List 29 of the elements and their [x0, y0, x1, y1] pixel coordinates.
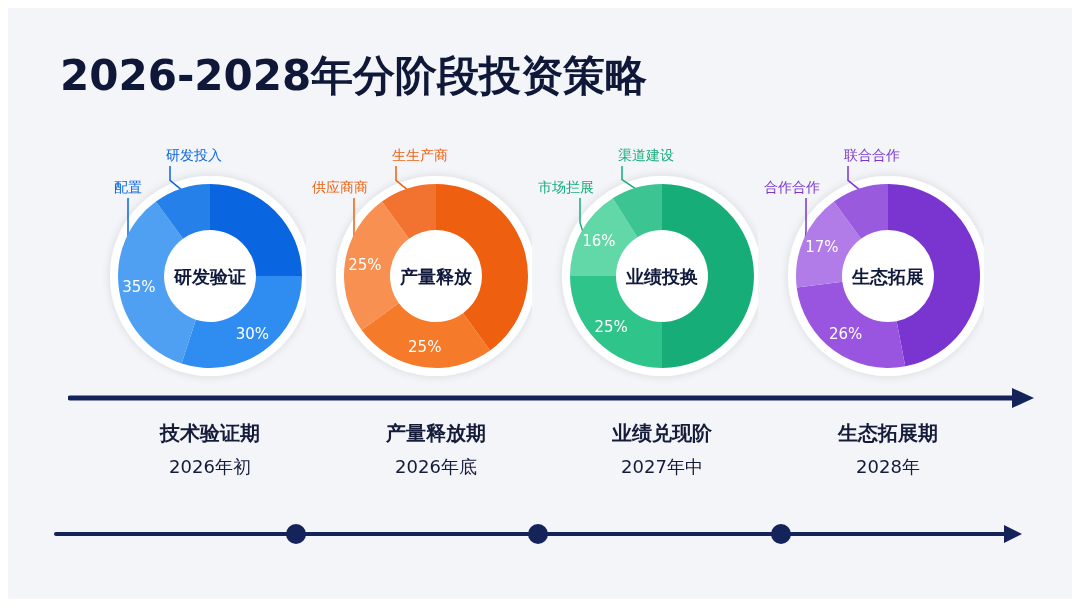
text: 研发验证 — [173, 265, 246, 287]
text: 2027年中 — [621, 455, 703, 477]
data-label: 16% — [582, 232, 616, 251]
slice-label: 市场拦展 — [538, 179, 594, 195]
text: 产量释放期 — [385, 421, 486, 445]
text: 生态拓展 — [851, 265, 924, 287]
text: 业绩投换 — [625, 265, 698, 287]
text: 业绩兑现阶 — [611, 421, 713, 445]
chart-title: 2026-2028年分阶段投资策略 — [60, 50, 648, 102]
text: 技术验证期 — [159, 421, 260, 445]
slice-label: 联合合作 — [844, 147, 900, 163]
data-label: 30% — [235, 325, 269, 344]
text: 产量释放 — [399, 265, 473, 287]
data-label: 25% — [348, 255, 382, 274]
data-label: 25% — [594, 317, 628, 336]
data-label: 35% — [122, 278, 156, 297]
slice-label: 渠道建设 — [618, 147, 674, 163]
text: 2026年初 — [169, 455, 251, 477]
slice-label: 合作合作 — [764, 179, 820, 195]
text: 2028年 — [856, 455, 920, 477]
slice-label: 供应商商 — [312, 179, 368, 195]
slice-label: 生生产商 — [392, 147, 448, 163]
text: 生态拓展期 — [837, 421, 938, 445]
text: 2026年底 — [395, 455, 477, 477]
data-label: 25% — [408, 338, 442, 357]
data-label: 26% — [829, 325, 863, 344]
slice-label: 研发投入 — [166, 147, 222, 163]
data-label: 17% — [805, 238, 839, 257]
slice-label: 配置 — [114, 179, 142, 195]
